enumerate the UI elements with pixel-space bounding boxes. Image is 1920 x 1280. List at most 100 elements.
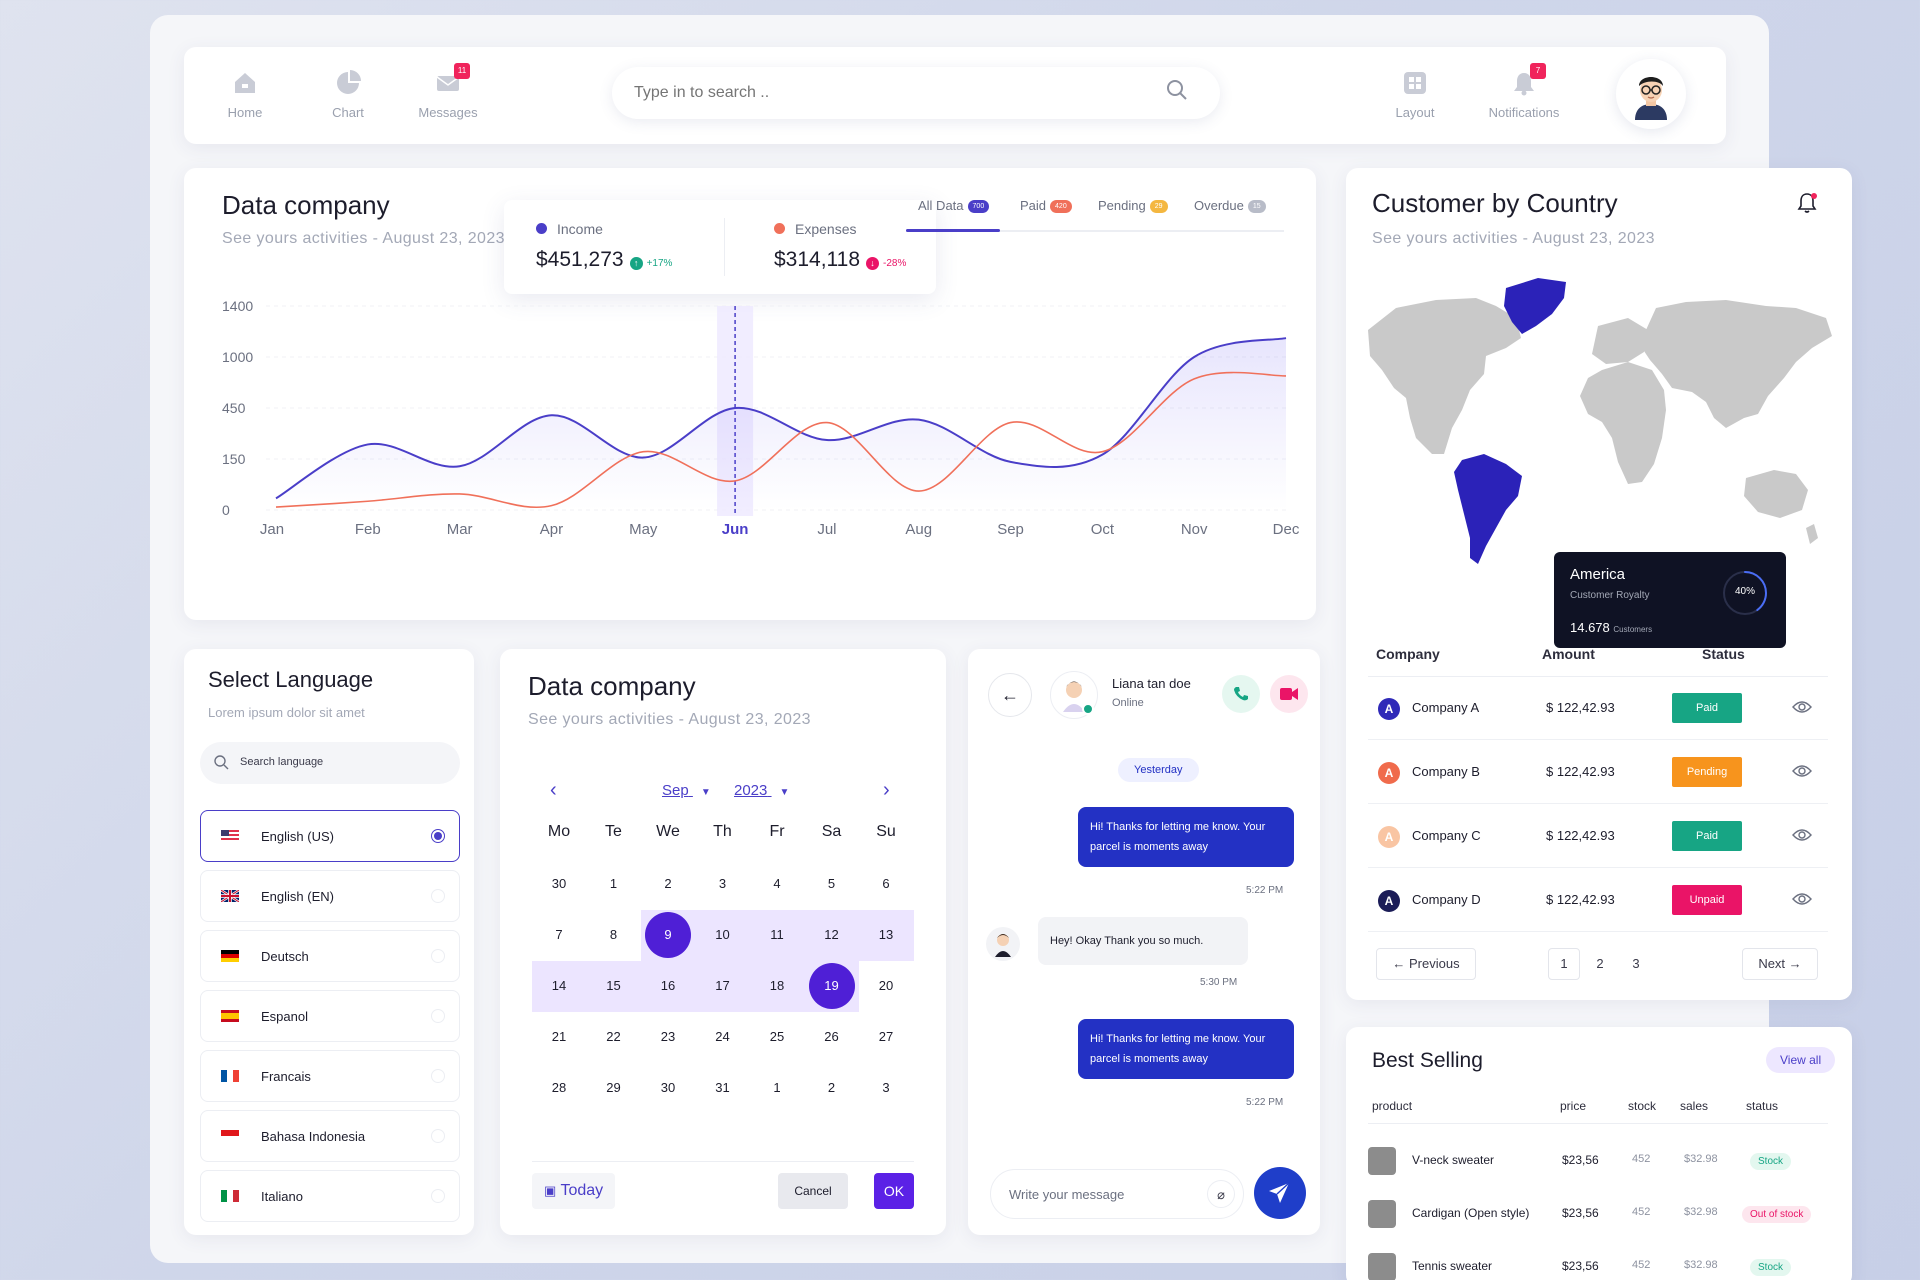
calendar-day[interactable]: 6 (882, 876, 890, 891)
calendar-day[interactable]: 15 (606, 978, 621, 993)
nav-notifications[interactable]: 7 Notifications (1474, 63, 1574, 120)
company-row[interactable]: A Company D $ 122,42.93 Unpaid (1368, 870, 1828, 932)
notifications-badge: 7 (1530, 63, 1546, 79)
calendar-day[interactable]: 20 (878, 978, 894, 993)
language-option[interactable]: Espanol (200, 990, 460, 1042)
calendar-day[interactable]: 27 (878, 1029, 894, 1044)
page-3-button[interactable]: 3 (1620, 948, 1652, 980)
eye-icon[interactable] (1792, 892, 1812, 911)
search-icon[interactable] (1166, 79, 1188, 106)
send-button[interactable] (1254, 1167, 1306, 1219)
calendar-day[interactable]: 22 (606, 1029, 621, 1044)
message-input[interactable]: Write your message ⌀ (990, 1169, 1244, 1219)
product-row[interactable]: V-neck sweater $23,56 452 $32.98 Stock (1368, 1135, 1828, 1187)
radio-unselected[interactable] (431, 1069, 445, 1083)
nav-home[interactable]: Home (205, 69, 285, 120)
search-input[interactable] (612, 67, 1220, 119)
selected-date[interactable]: 9 (645, 912, 691, 958)
selected-date[interactable]: 19 (808, 963, 855, 1009)
calendar-day[interactable]: 4 (773, 876, 781, 891)
language-option[interactable]: English (EN) (200, 870, 460, 922)
calendar-day[interactable]: 29 (606, 1080, 621, 1095)
company-row[interactable]: A Company A $ 122,42.93 Paid (1368, 678, 1828, 740)
today-button[interactable]: ▣ Today (532, 1173, 616, 1209)
ok-button[interactable]: OK (874, 1173, 914, 1209)
calendar-day[interactable]: 31 (715, 1080, 730, 1095)
page-1-button[interactable]: 1 (1548, 948, 1580, 980)
calendar-day[interactable]: 1 (773, 1080, 781, 1095)
language-option[interactable]: Francais (200, 1050, 460, 1102)
calendar-day[interactable]: 17 (715, 978, 730, 993)
eye-icon[interactable] (1792, 828, 1812, 847)
next-month-button[interactable]: › (883, 779, 890, 802)
product-row[interactable]: Cardigan (Open style) $23,56 452 $32.98 Out … (1368, 1188, 1828, 1240)
calendar-day[interactable]: 21 (551, 1029, 567, 1044)
previous-page-button[interactable]: ← Previous (1376, 948, 1476, 980)
tab-pending[interactable]: Pending 29 (1098, 198, 1168, 214)
language-option[interactable]: Deutsch (200, 930, 460, 982)
calendar-day[interactable]: 11 (770, 927, 784, 942)
calendar-day[interactable]: 30 (660, 1080, 676, 1095)
nav-chart[interactable]: Chart (308, 69, 388, 120)
calendar-day[interactable]: 14 (551, 978, 567, 993)
company-icon: A (1378, 890, 1400, 912)
calendar-day[interactable]: 12 (824, 927, 839, 942)
attach-button[interactable]: ⌀ (1207, 1180, 1235, 1208)
calendar-day[interactable]: 13 (878, 927, 894, 942)
language-search-field[interactable]: Search language (200, 742, 460, 784)
company-row[interactable]: A Company C $ 122,42.93 Paid (1368, 806, 1828, 868)
calendar-day[interactable]: 7 (555, 927, 563, 942)
language-option[interactable]: Italiano (200, 1170, 460, 1222)
product-row[interactable]: Tennis sweater $23,56 452 $32.98 Stock (1368, 1241, 1828, 1280)
year-select[interactable]: 2023 ▼ (734, 782, 789, 799)
back-button[interactable]: ← (988, 673, 1032, 717)
previous-month-button[interactable]: ‹ (550, 779, 557, 802)
call-button[interactable] (1222, 675, 1260, 713)
language-option[interactable]: English (US) (200, 810, 460, 862)
notification-bell-icon[interactable] (1794, 190, 1820, 221)
tab-all-data[interactable]: All Data 700 (918, 198, 990, 214)
eye-icon[interactable] (1792, 764, 1812, 783)
calendar-day[interactable]: 2 (664, 876, 672, 891)
calendar-day[interactable]: 5 (827, 876, 836, 891)
radio-unselected[interactable] (431, 949, 445, 963)
calendar-day[interactable]: 3 (882, 1080, 890, 1095)
language-name: Italiano (261, 1189, 303, 1204)
video-call-button[interactable] (1270, 675, 1308, 713)
user-avatar[interactable] (1616, 59, 1686, 129)
radio-unselected[interactable] (431, 1129, 445, 1143)
cancel-button[interactable]: Cancel (778, 1173, 848, 1209)
month-select[interactable]: Sep ▼ (662, 782, 711, 799)
product-stock: 452 (1632, 1206, 1651, 1218)
home-icon (231, 69, 259, 97)
company-row[interactable]: A Company B $ 122,42.93 Pending (1368, 742, 1828, 804)
calendar-day[interactable]: 26 (824, 1029, 839, 1044)
stock-status-badge: Out of stock (1742, 1206, 1812, 1223)
radio-unselected[interactable] (431, 1009, 445, 1023)
calendar-day[interactable]: 8 (609, 927, 618, 942)
radio-unselected[interactable] (431, 1189, 445, 1203)
expenses-change: ↓ -28% (866, 257, 906, 270)
tab-overdue[interactable]: Overdue 15 (1194, 198, 1266, 214)
eye-icon[interactable] (1792, 700, 1812, 719)
next-page-button[interactable]: Next → (1742, 948, 1818, 980)
calendar-day[interactable]: 2 (827, 1080, 836, 1095)
calendar-day[interactable]: 18 (769, 978, 785, 993)
nav-messages[interactable]: 11 Messages (408, 63, 488, 120)
calendar-day[interactable]: 25 (769, 1029, 785, 1044)
calendar-day[interactable]: 30 (551, 876, 567, 891)
calendar-day[interactable]: 24 (715, 1029, 730, 1044)
radio-selected[interactable] (431, 829, 445, 843)
nav-layout[interactable]: Layout (1375, 69, 1455, 120)
calendar-day[interactable]: 10 (715, 927, 730, 942)
language-option[interactable]: Bahasa Indonesia (200, 1110, 460, 1162)
view-all-button[interactable]: View all (1766, 1047, 1836, 1073)
calendar-day[interactable]: 1 (609, 876, 618, 891)
calendar-day[interactable]: 28 (551, 1080, 567, 1095)
calendar-day[interactable]: 23 (660, 1029, 676, 1044)
calendar-day[interactable]: 16 (660, 978, 676, 993)
page-2-button[interactable]: 2 (1584, 948, 1616, 980)
calendar-day[interactable]: 3 (718, 876, 727, 891)
radio-unselected[interactable] (431, 889, 445, 903)
tab-paid[interactable]: Paid 420 (1020, 198, 1072, 214)
